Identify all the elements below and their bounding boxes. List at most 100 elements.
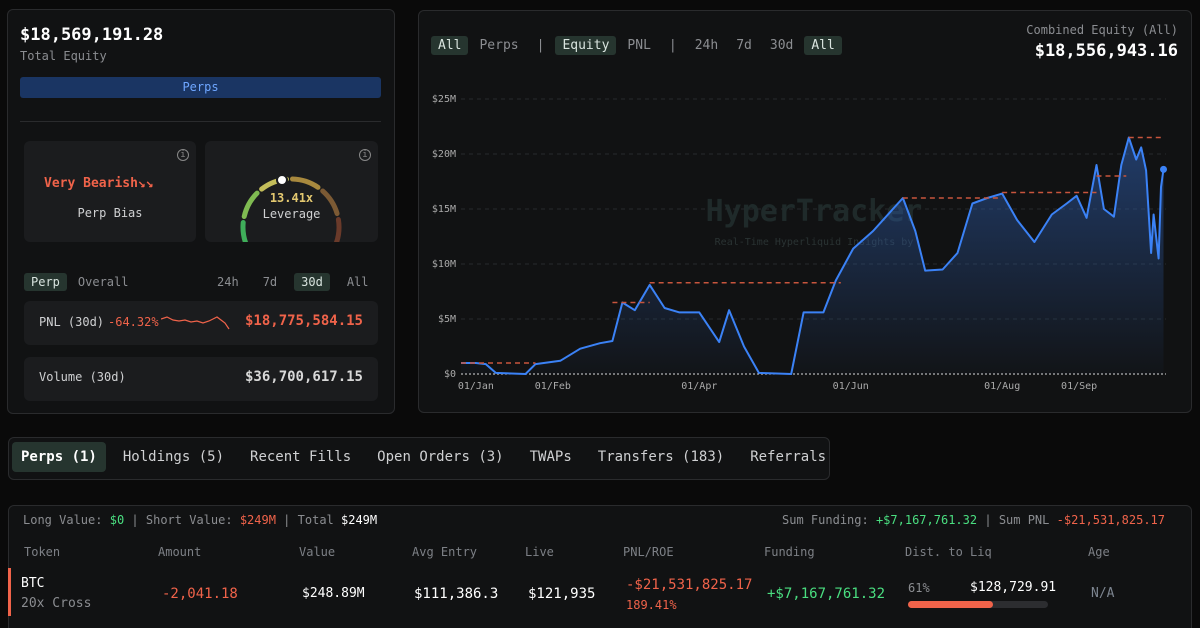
tab-list: Perps (1) Holdings (5) Recent Fills Open Or… [12,442,843,472]
perps-tab[interactable]: Perps [20,77,381,98]
x-tick-label: 01/Feb [535,381,571,392]
dist-pct: 61% [908,581,930,595]
tab[interactable]: Equity [555,36,617,55]
area [461,137,1164,374]
gauge-segment [333,217,342,242]
bias-text: Very Bearish [44,176,138,191]
bottom-tab[interactable]: TWAPs [529,449,572,465]
combined-label: Combined Equity (All) [1026,23,1178,37]
long-value: $0 [109,513,125,527]
tab[interactable]: All [431,36,469,55]
pnl-change: -64.32% [108,315,159,329]
sum-pnl-label: Sum PNL [998,513,1050,527]
volume-label: Volume (30d) [39,370,126,384]
margin: 20x Cross [21,596,92,611]
tab[interactable]: PNL [627,38,651,53]
info-icon[interactable]: i [177,149,189,161]
column-header: Avg Entry [412,545,478,559]
long-label: Long Value: [23,513,103,527]
tab[interactable]: All [804,36,842,55]
range-tabs: 24h 7d 30d All [210,271,386,291]
chart-filters: All Perps | Equity PNL | 24h 7d 30d All [431,34,846,55]
pnl-sparkline [161,316,230,330]
avg-entry: $111,386.3 [414,586,499,602]
y-tick-label: $5M [438,314,456,325]
line [461,136,1165,375]
column-header: Value [299,545,336,559]
column-header: Dist. to Liq [905,545,992,559]
combined-value: $18,556,943.16 [1034,41,1178,61]
gauge-segment [320,188,340,217]
bottom-tab[interactable]: Perps (1) [12,442,106,472]
leverage-gauge [240,174,342,242]
y-tick-label: $0 [444,369,456,380]
bottom-tab[interactable]: Recent Fills [250,449,352,465]
pnl-amount: $18,775,584.15 [244,313,363,329]
tab[interactable]: Perps [479,38,519,53]
separator: | [536,38,545,53]
tab[interactable]: 7d [262,275,278,289]
dist-bar [908,601,994,608]
total-label: Total [297,513,334,527]
column-header: Live [525,545,554,559]
total-equity: $18,569,191.28 [20,25,164,45]
tab[interactable]: 24h [694,38,719,53]
tab[interactable]: 30d [294,273,330,291]
chart-panel: All Perps | Equity PNL | 24h 7d 30d All Combined … [418,10,1192,413]
bottom-tab[interactable]: Transfers (183) [597,449,725,465]
column-header: PNL/ROE [623,545,674,559]
token: BTC [21,576,45,591]
bottom-tab[interactable]: Referrals [750,449,827,465]
bias-card: i Very Bearish↘↘ Perp Bias [24,141,196,242]
funding: +$7,167,761.32 [767,586,886,602]
tab[interactable]: Overall [77,275,129,289]
bias-caption: Perp Bias [77,206,143,220]
funding-value: +$7,167,761.32 [875,513,978,527]
tab[interactable]: 7d [736,38,752,53]
pnl-card: PNL (30d) -64.32% $18,775,584.15 [24,301,378,345]
end-point [1160,165,1168,173]
y-tick-label: $10M [432,259,456,270]
watermark-sub: Real-Time Hyperliquid Insights by [715,237,914,248]
live: $121,935 [528,586,596,602]
tab[interactable]: 30d [769,38,794,53]
x-tick-label: 01/Aug [984,381,1020,392]
summary-panel: $18,569,191.28 Total Equity Perps i Very… [7,9,395,414]
total-value: $249M [341,513,378,527]
x-tick-label: 01/Jun [833,381,869,392]
gauge-segment [240,220,249,242]
x-tick-label: 01/Sep [1061,381,1097,392]
column-header: Funding [764,545,815,559]
tab[interactable]: All [346,275,369,289]
sum-pnl-value: -$21,531,825.17 [1056,513,1165,527]
gauge-segment [241,190,260,219]
short-value: $249M [239,513,276,527]
bottom-tab[interactable]: Open Orders (3) [377,449,504,465]
age: N/A [1091,586,1115,601]
scope-tabs: Perp Overall [24,271,139,291]
volume-amount: $36,700,617.15 [244,369,363,385]
row-accent [8,568,11,616]
leverage-value: 13.41x [269,191,314,205]
divider [20,121,381,122]
tab[interactable]: 24h [217,275,239,289]
bottom-tab[interactable]: Holdings (5) [122,449,225,465]
bottom-tabs: Perps (1) Holdings (5) Recent Fills Open Or… [8,437,830,480]
y-tick-label: $25M [432,94,456,105]
gauge-marker [276,174,288,186]
leverage-card: i 13.41x Leverage [205,141,378,242]
column-header: Amount [158,545,202,559]
liq-price: $128,729.91 [970,580,1057,595]
volume-card: Volume (30d) $36,700,617.15 [24,357,378,401]
equity-chart: HyperTracker Real-Time Hyperliquid Insig… [432,94,1168,392]
bias-label: Very Bearish↘↘ [44,176,154,191]
amount: -2,041.18 [162,586,238,602]
separator: | [668,38,677,53]
y-tick-label: $15M [432,204,456,215]
positions-summary: Long Value: $0 | Short Value: $249M | To… [23,513,378,527]
total-equity-label: Total Equity [20,49,107,63]
info-icon[interactable]: i [359,149,371,161]
dist-track [908,601,1048,608]
y-tick-label: $20M [432,149,456,160]
tab[interactable]: Perp [24,273,67,291]
